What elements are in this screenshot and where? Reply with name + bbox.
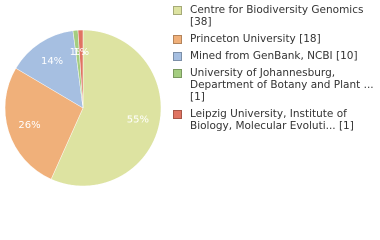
legend: Centre for Biodiversity Genomics [38] Pri… — [170, 4, 375, 137]
pie-slice — [15, 30, 84, 109]
legend-swatch — [173, 35, 182, 44]
legend-item: Leipzig University, Institute of Biology… — [170, 108, 375, 132]
legend-swatch — [173, 6, 182, 15]
legend-item: Centre for Biodiversity Genomics [38] — [170, 4, 375, 28]
pie-slice — [50, 29, 162, 187]
legend-swatch — [173, 110, 182, 119]
legend-label: Princeton University [18] — [190, 33, 321, 45]
legend-item: University of Johannesburg, Department o… — [170, 67, 375, 103]
legend-label: University of Johannesburg, Department o… — [190, 67, 374, 103]
legend-label: Centre for Biodiversity Genomics [38] — [190, 4, 364, 28]
slice-label: 1% — [70, 47, 86, 58]
pie-chart: 55%26%14%1%1% — [4, 29, 162, 187]
pie-slice — [4, 67, 84, 180]
legend-label: Leipzig University, Institute of Biology… — [190, 108, 354, 132]
pie-slice — [77, 29, 84, 109]
slice-label: 55% — [127, 115, 149, 126]
legend-swatch — [173, 69, 182, 78]
slice-label: 26% — [18, 120, 40, 131]
slice-label: 1% — [73, 47, 89, 58]
legend-label: Mined from GenBank, NCBI [10] — [190, 50, 358, 62]
legend-item: Princeton University [18] — [170, 33, 375, 45]
legend-swatch — [173, 52, 182, 61]
slice-label: 14% — [41, 56, 63, 67]
legend-item: Mined from GenBank, NCBI [10] — [170, 50, 375, 62]
